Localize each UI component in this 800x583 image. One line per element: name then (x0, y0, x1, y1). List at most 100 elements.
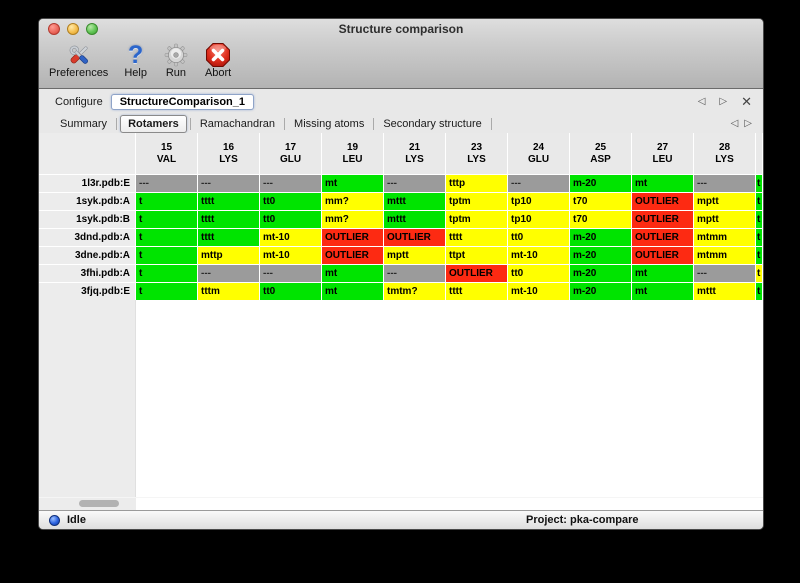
column-header[interactable]: 15 VAL (136, 133, 197, 174)
table-cell[interactable]: OUTLIER (322, 247, 383, 264)
abort-button[interactable]: Abort (203, 41, 233, 79)
table-cell[interactable]: t (136, 211, 197, 228)
column-header[interactable]: 23 LYS (446, 133, 507, 174)
table-cell[interactable]: m-20 (570, 247, 631, 264)
table-cell[interactable]: --- (198, 265, 259, 282)
table-cell[interactable]: tttt (198, 193, 259, 210)
row-header[interactable]: 1syk.pdb:A (39, 193, 135, 210)
table-cell[interactable]: mptt (384, 247, 445, 264)
table-cell[interactable]: tt0 (508, 229, 569, 246)
configure-close-button[interactable]: ✕ (741, 94, 752, 109)
table-cell-clipped[interactable]: t (756, 229, 762, 246)
horizontal-scrollbar[interactable] (39, 497, 763, 510)
table-cell[interactable]: t (136, 265, 197, 282)
table-cell[interactable]: tptm (446, 211, 507, 228)
table-cell[interactable]: m-20 (570, 283, 631, 300)
column-header[interactable]: 16 LYS (198, 133, 259, 174)
table-cell[interactable]: mt (322, 283, 383, 300)
table-cell[interactable]: tptm (446, 193, 507, 210)
table-cell[interactable]: --- (260, 265, 321, 282)
table-cell-clipped[interactable]: t (756, 211, 762, 228)
row-header[interactable]: 1l3r.pdb:E (39, 175, 135, 192)
table-cell[interactable]: mt (322, 265, 383, 282)
table-cell-clipped[interactable]: t (756, 283, 762, 300)
table-cell[interactable]: tttm (198, 283, 259, 300)
table-cell[interactable]: --- (694, 265, 755, 282)
table-cell[interactable]: t (136, 247, 197, 264)
table-cell[interactable]: mttt (694, 283, 755, 300)
tabs-prev-button[interactable]: ◁ (730, 118, 739, 129)
table-cell[interactable]: tp10 (508, 211, 569, 228)
row-header[interactable]: 3fjq.pdb:E (39, 283, 135, 300)
table-cell[interactable]: t70 (570, 193, 631, 210)
table-cell[interactable]: tttt (198, 229, 259, 246)
column-header[interactable]: 21 LYS (384, 133, 445, 174)
table-cell[interactable]: t (136, 229, 197, 246)
row-header[interactable]: 1syk.pdb:B (39, 211, 135, 228)
column-header[interactable]: 25 ASP (570, 133, 631, 174)
table-cell[interactable]: mm? (322, 211, 383, 228)
row-header[interactable]: 3fhi.pdb:A (39, 265, 135, 282)
minimize-window-button[interactable] (67, 23, 79, 35)
table-cell[interactable]: mt-10 (260, 229, 321, 246)
table-cell[interactable]: mt-10 (508, 247, 569, 264)
zoom-window-button[interactable] (86, 23, 98, 35)
table-cell[interactable]: m-20 (570, 175, 631, 192)
table-cell-clipped[interactable]: t (756, 175, 762, 192)
table-cell[interactable]: tt0 (260, 211, 321, 228)
table-cell[interactable]: mttt (384, 193, 445, 210)
table-cell[interactable]: mt (632, 265, 693, 282)
table-cell[interactable]: mt (632, 175, 693, 192)
table-cell-clipped[interactable]: t (756, 193, 762, 210)
table-cell[interactable]: OUTLIER (446, 265, 507, 282)
table-cell[interactable]: t (136, 193, 197, 210)
column-header[interactable]: 27 LEU (632, 133, 693, 174)
scrollbar-thumb[interactable] (79, 500, 119, 507)
column-header[interactable]: 19 LEU (322, 133, 383, 174)
table-cell[interactable]: --- (694, 175, 755, 192)
table-cell[interactable]: mttp (198, 247, 259, 264)
table-cell[interactable]: mt (632, 283, 693, 300)
column-header[interactable]: 28 LYS (694, 133, 755, 174)
table-cell[interactable]: OUTLIER (384, 229, 445, 246)
table-cell[interactable]: --- (198, 175, 259, 192)
tabs-next-button[interactable]: ▷ (744, 118, 752, 129)
table-cell[interactable]: tttt (446, 229, 507, 246)
table-cell[interactable]: tttt (198, 211, 259, 228)
table-cell[interactable]: tp10 (508, 193, 569, 210)
table-cell-clipped[interactable]: t (756, 265, 762, 282)
row-header[interactable]: 3dnd.pdb:A (39, 229, 135, 246)
table-cell[interactable]: mptt (694, 211, 755, 228)
table-cell-clipped[interactable]: t (756, 247, 762, 264)
table-cell[interactable]: mptt (694, 193, 755, 210)
tab-rotamers[interactable]: Rotamers (120, 115, 187, 133)
table-cell[interactable]: tt0 (260, 193, 321, 210)
titlebar[interactable]: Structure comparison (39, 19, 763, 39)
table-cell[interactable]: mt (322, 175, 383, 192)
table-cell[interactable]: tt0 (260, 283, 321, 300)
table-cell[interactable]: tttt (446, 283, 507, 300)
table-cell[interactable]: tmtm? (384, 283, 445, 300)
configure-prev-button[interactable]: ◁ (697, 96, 706, 107)
close-window-button[interactable] (48, 23, 60, 35)
help-button[interactable]: ? Help (122, 41, 149, 79)
table-cell[interactable]: m-20 (570, 265, 631, 282)
table-cell[interactable]: mtmm (694, 229, 755, 246)
table-cell[interactable]: t70 (570, 211, 631, 228)
table-cell[interactable]: mtmm (694, 247, 755, 264)
configuration-name-field[interactable]: StructureComparison_1 (110, 94, 255, 110)
table-cell[interactable]: OUTLIER (632, 247, 693, 264)
table-cell[interactable]: mt-10 (508, 283, 569, 300)
table-cell[interactable]: --- (260, 175, 321, 192)
tab-missing-atoms[interactable]: Missing atoms (294, 118, 365, 130)
table-cell[interactable]: --- (508, 175, 569, 192)
table-cell[interactable]: tt0 (508, 265, 569, 282)
table-cell[interactable]: ttpt (446, 247, 507, 264)
table-cell[interactable]: t (136, 283, 197, 300)
column-header[interactable]: 17 GLU (260, 133, 321, 174)
table-cell[interactable]: OUTLIER (632, 193, 693, 210)
tab-secondary-structure[interactable]: Secondary structure (383, 118, 482, 130)
table-cell[interactable]: --- (136, 175, 197, 192)
configure-next-button[interactable]: ▷ (719, 96, 728, 107)
column-header[interactable]: 24 GLU (508, 133, 569, 174)
